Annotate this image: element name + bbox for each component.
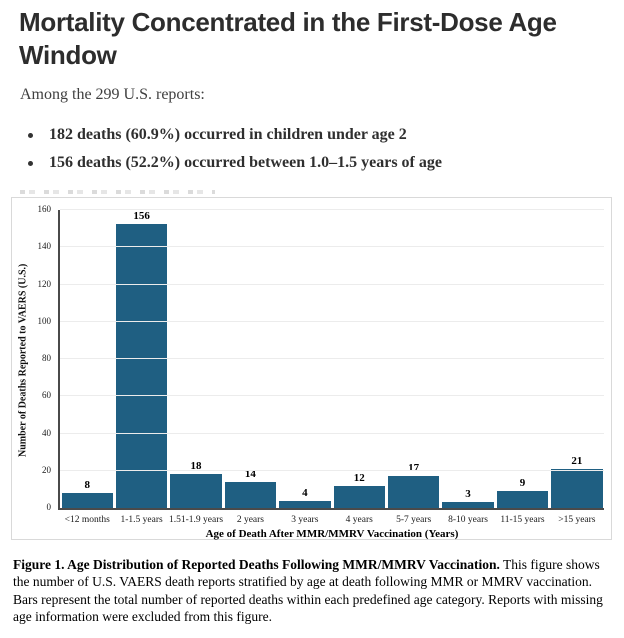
bullet-icon xyxy=(28,133,33,138)
gridline xyxy=(60,320,604,322)
intro-text: Among the 299 U.S. reports: xyxy=(20,86,205,103)
bar xyxy=(387,476,440,508)
bar-value-label: 156 xyxy=(133,210,150,222)
x-tick-label: <12 months xyxy=(64,515,110,525)
plot-area: 8 156 18 14 4 12 17 3 9 21 <12 months 1-1.5 years 1… xyxy=(38,204,604,540)
gridline xyxy=(60,209,604,210)
bar-group: 3 xyxy=(441,210,495,508)
bar-value-label: 8 xyxy=(84,479,90,491)
figure-caption-text: This figure shows the number of U.S. VAE… xyxy=(13,557,603,625)
bar-value-label: 12 xyxy=(353,471,365,484)
bar-value-label: 3 xyxy=(465,488,471,501)
bullet-text: 182 deaths (60.9%) occurred in children … xyxy=(49,126,407,143)
bullet-text: 156 deaths (52.2%) occurred between 1.0–… xyxy=(49,154,442,171)
bar-group: 4 xyxy=(278,210,332,508)
bar-group: 14 xyxy=(223,210,277,508)
bar-value-label: 14 xyxy=(244,467,256,480)
bar-group: 156 xyxy=(114,210,168,508)
figure-caption: Figure 1. Age Distribution of Reported D… xyxy=(13,556,611,626)
y-tick-label: 60 xyxy=(42,390,51,401)
article: Mortality Concentrated in the First-Dose… xyxy=(0,6,624,626)
bar-group: 18 xyxy=(169,210,223,508)
y-tick-label: 160 xyxy=(37,204,52,214)
bar xyxy=(61,493,113,508)
x-tick-label: 11-15 years xyxy=(500,515,545,525)
bar-value-label: 21 xyxy=(571,454,583,467)
figure-chart: Number of Deaths Reported to VAERS (U.S.… xyxy=(11,197,612,540)
y-tick-label: 100 xyxy=(37,315,52,326)
gridline xyxy=(60,246,604,248)
y-tick-label: 20 xyxy=(42,464,51,475)
bar xyxy=(170,474,222,508)
bar-group: 21 xyxy=(550,210,604,508)
x-tick-label: 1.51-1.9 years xyxy=(168,515,224,525)
gridline xyxy=(60,358,604,359)
bar xyxy=(551,468,603,508)
bar-group: 8 xyxy=(60,210,114,508)
gridline xyxy=(60,469,604,471)
list-item: 182 deaths (60.9%) occurred in children … xyxy=(19,125,605,145)
y-tick-label: 120 xyxy=(37,278,52,289)
x-tick-label: >15 years xyxy=(558,515,596,525)
x-axis-tick-labels: <12 months 1-1.5 years 1.51-1.9 years 2 yea… xyxy=(60,515,604,526)
y-tick-label: 40 xyxy=(42,427,51,438)
y-tick-label: 140 xyxy=(37,241,52,252)
bar xyxy=(279,500,331,508)
y-tick-label: 0 xyxy=(46,502,52,512)
gridline xyxy=(60,283,604,285)
list-item: 156 deaths (52.2%) occurred between 1.0–… xyxy=(19,153,605,173)
bar-value-label: 17 xyxy=(408,462,420,475)
bar xyxy=(442,502,494,508)
bar-value-label: 4 xyxy=(302,486,308,499)
x-tick-label: 8-10 years xyxy=(448,515,488,525)
x-tick-label: 3 years xyxy=(291,515,319,525)
bar xyxy=(224,481,277,508)
bar xyxy=(333,485,385,508)
bar xyxy=(496,491,549,508)
x-tick-label: 5-7 years xyxy=(396,515,432,525)
figure-caption-bold: Figure 1. Age Distribution of Reported D… xyxy=(13,557,500,572)
bar-value-label: 18 xyxy=(190,460,202,473)
y-tick-label: 80 xyxy=(42,353,51,363)
bar-group: 12 xyxy=(332,210,386,508)
bar-group: 17 xyxy=(386,210,440,508)
cropped-text-artifact xyxy=(20,190,215,194)
gridline xyxy=(60,395,604,397)
bullet-list: 182 deaths (60.9%) occurred in children … xyxy=(19,125,605,173)
x-tick-label: 4 years xyxy=(345,515,373,525)
bar-value-label: 9 xyxy=(519,477,526,490)
bar-series: 8 156 18 14 4 12 17 3 9 21 xyxy=(60,210,604,508)
gridline xyxy=(60,432,604,434)
bullet-icon xyxy=(28,161,33,166)
y-axis-title: Number of Deaths Reported to VAERS (U.S.… xyxy=(17,263,29,457)
bar-group: 9 xyxy=(495,210,549,508)
bar xyxy=(115,224,168,508)
x-tick-label: 2 years xyxy=(236,515,264,525)
page-title: Mortality Concentrated in the First-Dose… xyxy=(19,7,557,70)
x-tick-label: 1-1.5 years xyxy=(120,515,163,525)
x-axis-title: Age of Death After MMR/MMRV Vaccination … xyxy=(205,528,459,540)
